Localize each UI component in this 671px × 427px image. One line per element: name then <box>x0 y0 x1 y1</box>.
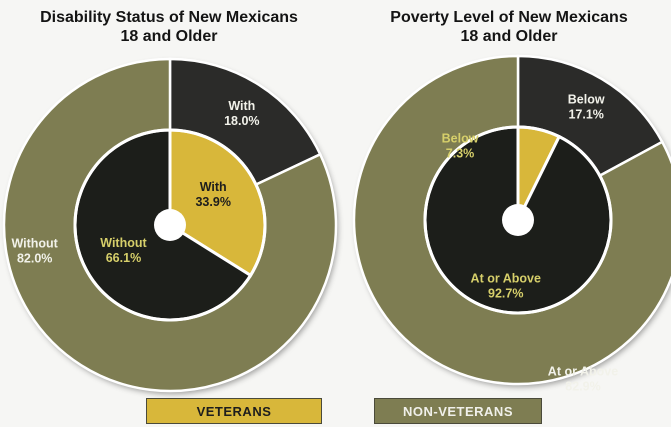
chart-title-disability: Disability Status of New Mexicans 18 and… <box>4 8 334 46</box>
disability-center-hole <box>154 209 186 241</box>
poverty-inner-label-below: Below <box>442 131 479 145</box>
chart-title-poverty: Poverty Level of New Mexicans 18 and Old… <box>344 8 671 46</box>
disability-outer-value-without: 82.0% <box>17 252 52 266</box>
chart-title-poverty-line2: 18 and Older <box>460 28 558 45</box>
disability-inner-label-with: With <box>200 180 227 194</box>
chart-title-disability-line1: Disability Status of New Mexicans <box>40 9 298 26</box>
legend-veterans-label: VETERANS <box>196 403 272 419</box>
poverty-outer-value-below: 17.1% <box>568 108 603 122</box>
poverty-inner-label-at-or-above: At or Above <box>471 272 541 286</box>
legend-non-veterans: NON-VETERANS <box>374 398 542 424</box>
legend-veterans: VETERANS <box>146 398 322 424</box>
poverty-outer-value-at-or-above: 82.9% <box>565 380 600 394</box>
legend-non-veterans-label: NON-VETERANS <box>402 403 513 419</box>
disability-outer-value-with: 18.0% <box>224 114 259 128</box>
chart-title-poverty-line1: Poverty Level of New Mexicans <box>390 9 628 26</box>
poverty-outer-label-below: Below <box>568 93 605 107</box>
disability-outer-label-without: Without <box>11 237 58 251</box>
disability-inner-label-without: Without <box>100 236 147 250</box>
poverty-center-hole <box>502 204 534 236</box>
disability-outer-label-with: With <box>228 99 255 113</box>
disability-inner-value-without: 66.1% <box>106 251 141 265</box>
donut-chart-disability: With18.0%Without82.0%With33.9%Without66.… <box>2 57 338 393</box>
disability-inner-ring-border <box>73 128 267 322</box>
poverty-inner-value-below: 7.3% <box>446 146 475 160</box>
poverty-outer-label-at-or-above: At or Above <box>548 365 618 379</box>
poverty-inner-value-at-or-above: 92.7% <box>488 287 523 301</box>
chart-title-disability-line2: 18 and Older <box>120 28 218 45</box>
disability-inner-value-with: 33.9% <box>195 195 230 209</box>
poverty-inner-ring-border <box>423 125 613 315</box>
